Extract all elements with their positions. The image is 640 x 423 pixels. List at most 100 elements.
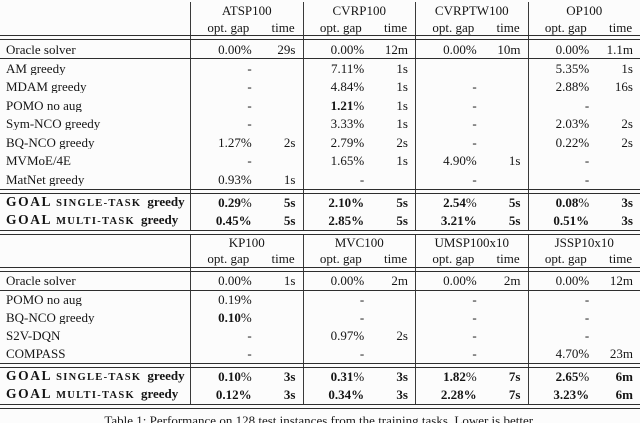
opt-gap-value: - — [472, 116, 477, 132]
opt-gap-value: 0.00% — [555, 273, 590, 288]
row-label: COMPASS — [6, 347, 66, 360]
goal-brand: GOAL — [6, 213, 53, 228]
opt-gap-value: - — [472, 310, 477, 325]
task-cell: - — [415, 290, 528, 309]
column-header-label: JSSP10x10 — [554, 235, 614, 250]
task-cell: - — [190, 344, 303, 363]
time-value: 1s — [621, 60, 633, 76]
table-end-double-rule — [0, 229, 640, 235]
opt-gap-value: 1.65% — [330, 153, 365, 169]
rule-cell — [190, 36, 303, 39]
opt-gap-value: 0.34% — [328, 387, 365, 402]
opt-gap-header: opt. gap — [319, 251, 362, 266]
opt-gap-number: 0.29 — [218, 195, 241, 210]
time-value: 1s — [283, 273, 296, 288]
task-cell: 0.97% 2s — [302, 326, 416, 345]
column-header: UMSP100x10 — [415, 234, 528, 251]
opt-gap-value: 0.00% — [443, 41, 477, 57]
opt-gap-header: opt. gap — [544, 251, 587, 266]
results-table-other-tasks: KP100 MVC100 UMSP100x10 JSSP10x10 opt. gap ti… — [0, 234, 640, 409]
time-header: time — [271, 251, 295, 266]
task-cell: 4.90% 1s — [415, 151, 528, 170]
row-label: S2V-DQN — [6, 329, 61, 342]
subheader-cell: opt. gap time — [190, 250, 303, 267]
opt-gap-value: - — [584, 328, 590, 343]
time-value: 29s — [277, 41, 296, 57]
task-cell: - — [415, 326, 528, 345]
opt-gap-value: 4.70% — [555, 346, 590, 361]
goal-brand: GOAL — [6, 195, 53, 210]
goal-brand: GOAL — [6, 369, 53, 384]
column-header-label: MVC100 — [334, 235, 384, 250]
opt-gap-number: 1.82 — [443, 369, 466, 384]
opt-gap-value: - — [472, 97, 477, 113]
time-header: time — [609, 251, 633, 266]
time-value: 1s — [396, 153, 408, 169]
opt-gap-value: 2.65% — [529, 370, 594, 383]
task-cell: - — [415, 114, 528, 133]
task-cell: 0.00% 12m — [302, 40, 416, 58]
rule-cell — [415, 267, 528, 271]
time-value: 6m — [615, 369, 633, 384]
task-cell: - — [190, 326, 303, 345]
time-value: 1s — [396, 116, 408, 132]
task-cell: 2.79% 2s — [302, 133, 416, 152]
column-header-label: OP100 — [566, 3, 603, 18]
column-header: CVRPTW100 — [415, 2, 528, 19]
time-value: 2s — [621, 134, 633, 150]
goal-variant: SINGLE-TASK — [52, 372, 146, 384]
rule-cell — [415, 36, 528, 39]
opt-gap-value: - — [247, 116, 252, 132]
percent-sign: % — [578, 369, 590, 384]
task-cell: - — [527, 151, 640, 170]
row-label: Sym-NCO greedy — [6, 117, 101, 131]
percent-sign: % — [240, 369, 252, 384]
time-value: 3s — [621, 195, 633, 210]
column-header: ATSP100 — [190, 2, 303, 19]
table-row: BQ-NCO greedy 0.10% - - - — [0, 308, 640, 327]
column-header: JSSP10x10 — [527, 234, 640, 251]
task-cell: 0.12% 3s — [190, 385, 303, 404]
task-cell: 2.88% 16s — [527, 77, 640, 96]
row-label: MatNet greedy — [6, 172, 85, 186]
rule-cell — [302, 36, 416, 39]
table-row: COMPASS - - - 4.70% 23m — [0, 344, 640, 363]
rule-cell — [415, 363, 528, 367]
row-label: MVMoE/4E — [6, 154, 71, 168]
task-cell: - — [415, 77, 528, 96]
opt-gap-value: - — [359, 292, 365, 307]
task-cell: 3.33% 1s — [302, 114, 416, 133]
time-value: 2s — [621, 116, 633, 132]
opt-gap-value: 0.29% — [191, 196, 256, 209]
opt-gap-value: - — [584, 97, 590, 113]
time-value: 7s — [508, 369, 521, 384]
time-header: time — [496, 19, 520, 35]
opt-gap-value: 0.00% — [555, 41, 590, 57]
opt-gap-value: - — [584, 171, 590, 187]
column-header-label: CVRPTW100 — [434, 3, 509, 18]
time-value: 3s — [396, 387, 408, 402]
row-label-goal: GOAL MULTI-TASK greedy — [0, 387, 190, 402]
table-row: Sym-NCO greedy - 3.33% 1s - 2.03% 2s — [0, 114, 640, 133]
table-row: Oracle solver 0.00% 29s 0.00% 12m 0.00% 10m 0.0… — [0, 40, 640, 59]
table-row: POMO no aug 0.19% - - - — [0, 290, 640, 309]
opt-gap-value: - — [247, 60, 252, 76]
task-cell: 0.19% — [190, 290, 303, 309]
subheader-row: opt. gap time opt. gap time opt. gap time opt.… — [0, 250, 640, 267]
opt-gap-value: - — [584, 153, 590, 169]
table-row: AM greedy - 7.11% 1s 5.35% 1s — [0, 59, 640, 78]
table-row: MVMoE/4E - 1.65% 1s 4.90% 1s - — [0, 151, 640, 170]
opt-gap-value: - — [472, 328, 477, 343]
task-cell: 0.29% 5s — [190, 193, 303, 212]
table-row: GOAL SINGLE-TASK greedy 0.29% 5s 2.10% 5s 2.5… — [0, 193, 640, 212]
task-cell: 0.00% 1s — [190, 271, 303, 290]
column-header-row: KP100 MVC100 UMSP100x10 JSSP10x10 — [0, 234, 640, 251]
column-header-label: KP100 — [228, 235, 265, 250]
opt-gap-value: - — [472, 134, 477, 150]
rule-cell — [415, 189, 528, 193]
task-cell: - — [415, 344, 528, 363]
task-cell: 0.31% 3s — [302, 367, 416, 386]
task-cell: 0.93% 1s — [190, 170, 303, 189]
task-cell: - — [415, 308, 528, 327]
row-label: BQ-NCO greedy — [6, 135, 95, 149]
